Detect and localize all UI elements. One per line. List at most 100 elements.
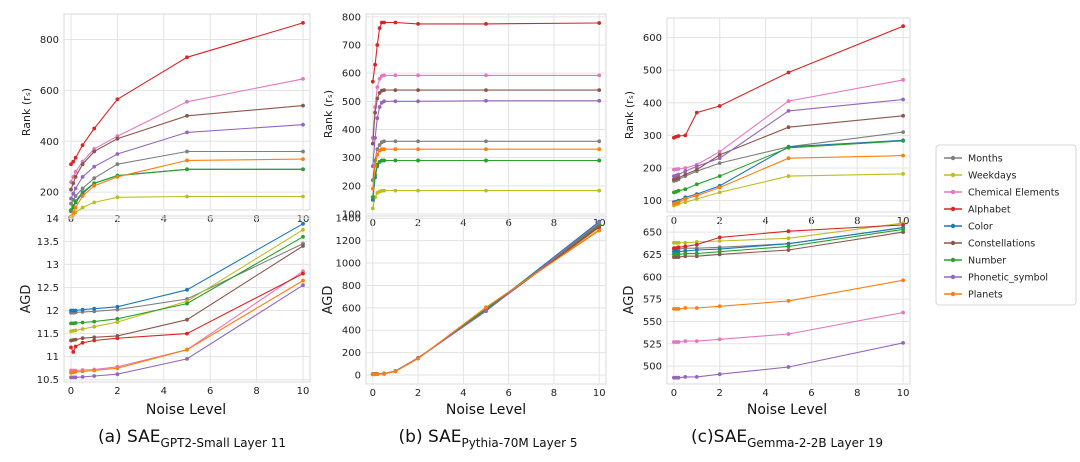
data-point xyxy=(92,306,97,311)
data-point xyxy=(416,88,420,92)
data-point xyxy=(786,229,791,234)
legend-item-weekdays: Weekdays xyxy=(944,171,1017,182)
y-tick-label: 200 xyxy=(342,181,361,192)
y-tick-label: 600 xyxy=(40,86,59,97)
data-point xyxy=(393,139,398,144)
series-line xyxy=(372,74,600,138)
data-point xyxy=(185,317,189,322)
data-point xyxy=(416,356,420,361)
data-point xyxy=(786,244,791,249)
data-point xyxy=(683,251,688,256)
y-axis-label: Rank (rₛ) xyxy=(322,90,335,138)
caption-b-sub: Pythia-70M Layer 5 xyxy=(461,436,577,450)
data-point xyxy=(901,227,905,232)
data-point xyxy=(484,147,488,152)
data-point xyxy=(301,194,305,199)
data-point xyxy=(370,198,375,202)
data-point xyxy=(717,249,722,254)
series-line xyxy=(372,222,600,375)
series-weekdays xyxy=(672,172,905,208)
data-point xyxy=(185,167,189,172)
y-tick-label: 13 xyxy=(46,260,59,271)
x-tick-label: 0 xyxy=(370,388,376,399)
y-tick-label: 1200 xyxy=(336,236,361,247)
data-point xyxy=(71,181,76,186)
data-point xyxy=(115,366,120,371)
caption-c-sub: Gemma-2-2B Layer 19 xyxy=(747,436,883,450)
series-line xyxy=(372,224,600,375)
series-line xyxy=(372,159,600,200)
data-point xyxy=(597,158,602,163)
series-phonetic-symbol xyxy=(69,122,305,201)
series-color xyxy=(69,167,305,214)
panel-b-agd: 0 200 400 600 800 1000 1200 1400 0 2 4 6 8 10 AGD xyxy=(321,214,607,399)
x-tick-label: 10 xyxy=(593,388,606,399)
data-point xyxy=(69,201,73,206)
legend-item-chemical-elements: Chemical Elements xyxy=(944,188,1059,199)
data-point xyxy=(694,248,699,252)
legend-swatch-marker xyxy=(950,172,956,178)
y-tick-label: 13.5 xyxy=(37,237,59,248)
series-planets xyxy=(672,153,905,206)
data-point xyxy=(683,244,688,249)
data-point xyxy=(484,158,488,163)
data-point xyxy=(69,196,73,201)
data-point xyxy=(375,372,380,376)
data-point xyxy=(484,22,488,26)
data-point xyxy=(683,306,688,310)
legend-swatch-marker xyxy=(950,274,956,280)
data-point xyxy=(717,149,722,154)
data-point xyxy=(375,152,380,157)
data-point xyxy=(80,194,85,198)
y-tick-label: 200 xyxy=(40,188,59,199)
data-point xyxy=(80,375,85,379)
data-point xyxy=(370,79,375,84)
x-label-a: Noise Level xyxy=(146,402,226,418)
series-line xyxy=(372,148,600,189)
series-line xyxy=(70,78,304,183)
data-point xyxy=(683,172,688,177)
data-point xyxy=(370,206,375,211)
x-tick-label: 6 xyxy=(808,388,814,399)
series-line xyxy=(372,100,600,167)
data-point xyxy=(694,339,699,343)
caption-b: (b) SAEPythia-70M Layer 5 xyxy=(399,427,578,450)
data-point xyxy=(92,374,97,378)
data-point xyxy=(717,156,722,161)
data-point xyxy=(185,99,189,104)
legend: Months Weekdays Chemical Elements Alphabet C… xyxy=(935,144,1077,306)
legend-item-months: Months xyxy=(944,154,1003,165)
data-point xyxy=(597,228,602,233)
data-point xyxy=(382,73,386,78)
data-point xyxy=(377,26,382,30)
data-point xyxy=(301,278,305,283)
y-tick-label: 650 xyxy=(643,228,662,239)
legend-item-planets: Planets xyxy=(944,290,1003,301)
data-point xyxy=(676,188,681,193)
data-point xyxy=(185,194,189,199)
series-planets xyxy=(370,228,602,377)
data-point xyxy=(185,347,189,352)
legend-swatch-marker xyxy=(950,155,956,161)
data-point xyxy=(80,175,85,179)
data-point xyxy=(393,73,398,78)
y-tick-label: 500 xyxy=(342,97,361,108)
data-point xyxy=(786,99,791,103)
y-tick-label: 300 xyxy=(342,153,361,164)
data-point xyxy=(597,188,602,193)
data-point xyxy=(115,320,120,324)
data-point xyxy=(185,158,189,163)
y-tick-label: 0 xyxy=(355,371,361,382)
data-point xyxy=(92,324,97,329)
y-tick-label: 600 xyxy=(342,69,361,80)
data-point xyxy=(683,254,688,259)
data-point xyxy=(73,205,78,210)
series-phonetic-symbol xyxy=(672,97,905,179)
series-line xyxy=(70,105,304,190)
data-point xyxy=(373,62,377,67)
y-tick-label: 600 xyxy=(643,272,662,283)
series-constellations xyxy=(69,244,305,343)
y-tick-label: 525 xyxy=(643,339,662,350)
caption-a-sub: GPT2-Small Layer 11 xyxy=(161,436,287,450)
y-tick-label: 10.5 xyxy=(37,375,59,386)
